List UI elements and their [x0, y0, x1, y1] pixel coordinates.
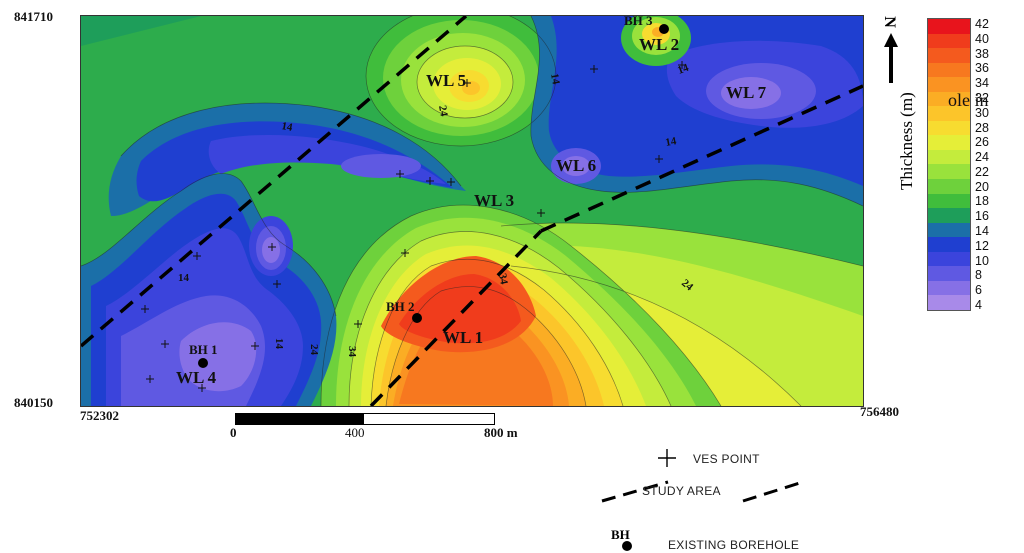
north-arrow: N: [880, 15, 902, 85]
zone-label-wl5: WL 5: [426, 71, 466, 90]
legend-tick-label: 14: [975, 224, 989, 239]
contour-label: 14: [664, 135, 677, 149]
contour-label: 14: [548, 72, 562, 85]
north-arrow-icon: [884, 33, 898, 83]
borehole-symbol: [622, 541, 632, 551]
ves-point-label: VES POINT: [693, 452, 760, 466]
borehole-symbol-label: BH: [611, 527, 630, 542]
legend-tick-label: 42: [975, 17, 989, 31]
contour-label: 24: [308, 344, 320, 356]
legend-tick-label: 34: [975, 76, 989, 91]
legend-tick-label: 4: [975, 298, 982, 312]
study-area-label: STUDY AREA: [642, 484, 721, 498]
legend-color-cell: [928, 120, 970, 136]
legend-color-cell: [928, 179, 970, 194]
borehole-label: EXISTING BOREHOLE: [668, 538, 800, 552]
legend-color-cell: [928, 295, 970, 310]
legend-color-cell: [928, 280, 970, 296]
contour-label: 14: [280, 120, 293, 134]
contour-label: 24: [436, 104, 450, 117]
legend-color-cell: [928, 222, 970, 238]
contour-label: 14: [178, 272, 190, 284]
legend-tick-label: 6: [975, 283, 982, 298]
legend-tick-label: 26: [975, 135, 989, 150]
legend-tick-label: 24: [975, 150, 989, 165]
coord-east-left: 752302: [80, 408, 119, 423]
thickness-map: WL 4 WL 1 WL 3 WL 5 WL 6 WL 7 WL 2 BH 1 …: [80, 15, 864, 407]
study-area-symbol: [598, 477, 808, 507]
legend-tick-label: 16: [975, 209, 989, 224]
study-area-boundary: [81, 16, 863, 406]
zone-label-wl3: WL 3: [474, 191, 514, 210]
contour-label: 34: [496, 272, 510, 285]
coord-north-top: 841710: [14, 9, 53, 24]
legend-color-cell: [928, 149, 970, 165]
scale-bar-black-segment: [236, 414, 364, 424]
legend-tick-label: 18: [975, 194, 989, 209]
legend-tick-label: 36: [975, 61, 989, 76]
ves-points: [141, 61, 686, 392]
legend-tick-label: 20: [975, 179, 989, 194]
borehole-3-label: BH 3: [624, 16, 653, 28]
legend-color-cell: [928, 135, 970, 150]
zone-label-wl1: WL 1: [443, 328, 483, 347]
legend-tick-label: 12: [975, 238, 989, 253]
legend-color-cell: [928, 266, 970, 281]
overflow-caption-text: ole in: [948, 90, 989, 110]
scale-tick-800: 800 m: [484, 425, 518, 440]
legend-color-cell: [928, 251, 970, 267]
borehole-1-label: BH 1: [189, 342, 218, 357]
north-label: N: [880, 16, 898, 28]
zone-label-wl4: WL 4: [176, 368, 217, 387]
legend-color-cell: [928, 91, 970, 107]
contour-label: 34: [346, 346, 358, 358]
legend-color-cell: [928, 193, 970, 209]
legend-tick-label: 28: [975, 120, 989, 135]
legend-color-cell: [928, 33, 970, 49]
borehole-2-label: BH 2: [386, 299, 415, 314]
legend-tick-label: 32: [975, 90, 989, 105]
legend-color-cell: [928, 237, 970, 252]
contour-map-svg: WL 4 WL 1 WL 3 WL 5 WL 6 WL 7 WL 2 BH 1 …: [81, 16, 863, 406]
legend-color-cell: [928, 208, 970, 223]
legend-color-cell: [928, 48, 970, 63]
legend-tick-label: 40: [975, 31, 989, 46]
legend-tick-label: 22: [975, 164, 989, 179]
borehole-3-marker: [659, 24, 669, 34]
zone-label-wl7: WL 7: [726, 83, 767, 102]
legend-tick-label: 30: [975, 105, 989, 120]
legend-color-cell: [928, 62, 970, 78]
scale-tick-0: 0: [230, 425, 237, 440]
borehole-1-marker: [198, 358, 208, 368]
legend-color-cell: [928, 164, 970, 180]
contour-label: 14: [273, 338, 285, 350]
thickness-legend: [927, 18, 971, 311]
legend-color-cell: [928, 19, 970, 34]
borehole-2-marker: [412, 313, 422, 323]
legend-title: Thickness (m): [897, 92, 916, 190]
scale-tick-400: 400: [345, 425, 365, 440]
legend-color-cell: [928, 77, 970, 92]
scale-bar: [235, 413, 495, 425]
legend-color-cell: [928, 106, 970, 121]
zone-label-wl2: WL 2: [639, 35, 679, 54]
legend-tick-label: 10: [975, 253, 989, 268]
zone-label-wl6: WL 6: [556, 156, 596, 175]
legend-tick-label: 8: [975, 268, 982, 283]
legend-tick-label: 38: [975, 46, 989, 61]
coord-north-bottom: 840150: [14, 395, 53, 410]
contour-label: 14: [676, 62, 691, 77]
coord-east-right: 756480: [860, 404, 899, 419]
ves-point-symbol: [655, 446, 679, 470]
